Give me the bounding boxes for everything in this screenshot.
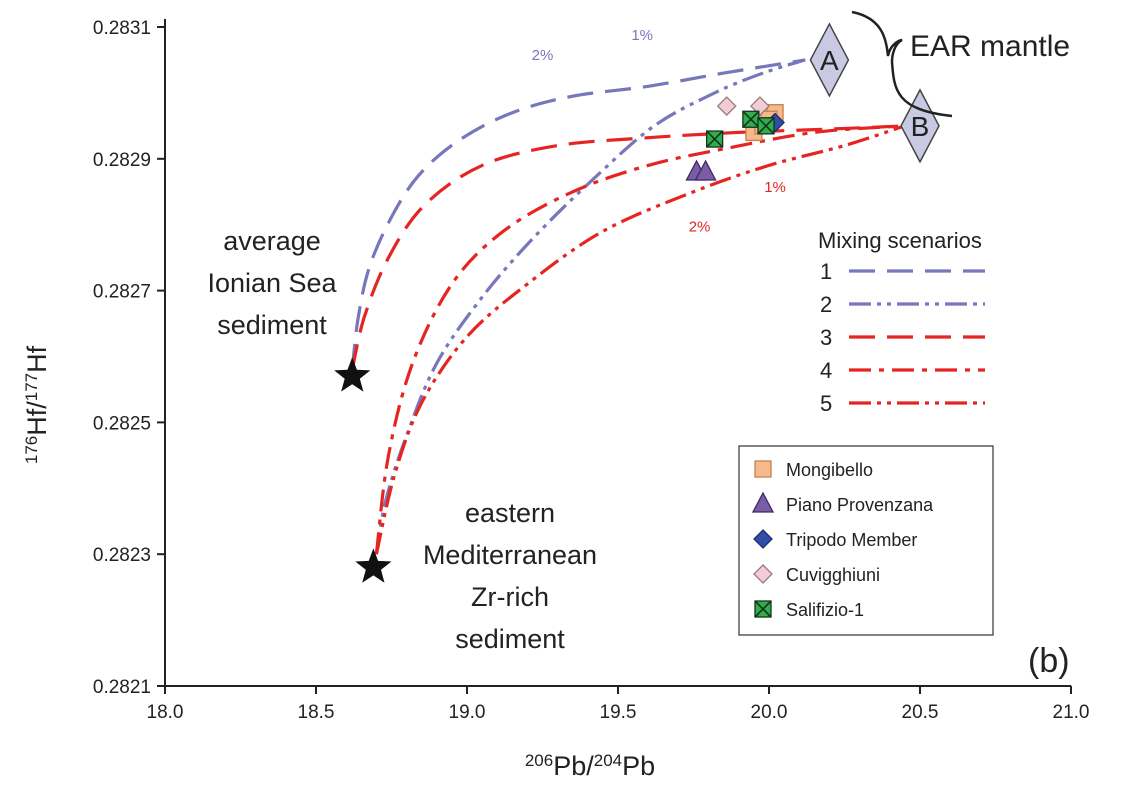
sediment-labels: average Ionian Sea sediment eastern Mediterr… bbox=[207, 226, 597, 654]
point-salifizio-1-1-cross bbox=[742, 110, 760, 128]
sample-legend-box bbox=[738, 445, 994, 636]
x-tick-label-0: 18.0 bbox=[147, 702, 184, 723]
y-tick-label-5: 0.2831 bbox=[93, 18, 151, 39]
mixing-curve-4 bbox=[374, 124, 906, 555]
x-tick-label-4: 20.0 bbox=[751, 702, 788, 723]
endmembers: AB bbox=[809, 22, 940, 164]
x-tick-label-2: 19.0 bbox=[449, 702, 486, 723]
point-piano-provenzana-1 bbox=[694, 159, 717, 181]
point-salifizio-1-2-cross bbox=[757, 117, 775, 135]
point-cuvigghiuni-1 bbox=[750, 96, 770, 116]
sediment-label-eastern-0: eastern bbox=[465, 498, 555, 528]
percent-label-2: 1% bbox=[764, 179, 786, 196]
y-axis-title: 176Hf/177Hf bbox=[22, 345, 53, 464]
sediment-label-eastern-3: sediment bbox=[455, 624, 565, 654]
point-cuvigghiuni-0 bbox=[716, 96, 737, 116]
endmember-A bbox=[809, 22, 850, 98]
legend-label-piano-provenzana: Piano Provenzana bbox=[786, 495, 934, 515]
endmember-label-B: B bbox=[911, 111, 930, 142]
panel-label: (b) bbox=[1028, 642, 1070, 680]
mixing-curve-5 bbox=[374, 124, 906, 555]
point-salifizio-1-1 bbox=[742, 110, 760, 128]
ear-mantle-brace bbox=[851, 10, 953, 118]
sediment-star-eastern bbox=[355, 548, 392, 583]
point-salifizio-1-0-cross bbox=[706, 130, 724, 148]
point-salifizio-1-0 bbox=[705, 130, 724, 148]
percent-label-3: 2% bbox=[689, 218, 711, 235]
legend-marker-salifizio-1 bbox=[754, 600, 772, 618]
sediment-star-ionian bbox=[334, 357, 371, 392]
mixing-legend-label-1: 1 bbox=[820, 259, 832, 284]
point-salifizio-1-2 bbox=[757, 117, 775, 135]
percent-label-1: 1% bbox=[631, 27, 653, 44]
legend-marker-mongibello bbox=[754, 460, 772, 478]
legend-marker-piano-provenzana bbox=[751, 491, 775, 513]
endmember-label-A: A bbox=[820, 45, 839, 76]
mixing-curve-3 bbox=[350, 124, 905, 371]
data-points bbox=[685, 96, 785, 181]
mixing-curves bbox=[350, 58, 906, 555]
legend-label-tripodo-member: Tripodo Member bbox=[786, 530, 917, 550]
y-tick-label-2: 0.2825 bbox=[93, 413, 151, 434]
mixing-legend-label-5: 5 bbox=[820, 391, 832, 416]
y-tick-label-0: 0.2821 bbox=[93, 677, 151, 698]
mixing-curve-1 bbox=[350, 58, 806, 370]
legend-marker-salifizio-1-cross bbox=[754, 600, 772, 618]
mixing-legend-label-4: 4 bbox=[820, 358, 832, 383]
percent-labels: 2% 1% 1% 2% bbox=[532, 27, 786, 235]
sediment-label-ionian-2: sediment bbox=[217, 310, 327, 340]
percent-label-0: 2% bbox=[532, 47, 554, 64]
sediment-label-ionian-1: Ionian Sea bbox=[207, 268, 337, 298]
y-tick-label-4: 0.2829 bbox=[93, 150, 151, 171]
y-tick-label-1: 0.2823 bbox=[93, 545, 151, 566]
x-tick-label-6: 21.0 bbox=[1053, 702, 1090, 723]
sample-legend: Mongibello Piano Provenzana Tripodo Member… bbox=[738, 445, 994, 636]
legend-label-salifizio-1: Salifizio-1 bbox=[786, 600, 864, 620]
mixing-legend-label-3: 3 bbox=[820, 325, 832, 350]
legend-marker-tripodo-member bbox=[753, 529, 773, 549]
sediment-label-ionian-0: average bbox=[223, 226, 321, 256]
mixing-legend-label-2: 2 bbox=[820, 292, 832, 317]
mixing-legend-title: Mixing scenarios bbox=[818, 228, 982, 253]
mixing-legend: Mixing scenarios 1 2 3 4 5 bbox=[818, 228, 985, 416]
sediment-label-eastern-1: Mediterranean bbox=[423, 540, 597, 570]
legend-marker-cuvigghiuni bbox=[753, 564, 773, 584]
x-tick-label-3: 19.5 bbox=[600, 702, 637, 723]
y-tick-label-3: 0.2827 bbox=[93, 282, 151, 303]
legend-label-cuvigghiuni: Cuvigghiuni bbox=[786, 565, 880, 585]
x-axis-title: 206Pb/204Pb bbox=[525, 751, 655, 782]
sediment-label-eastern-2: Zr-rich bbox=[471, 582, 549, 612]
x-tick-label-5: 20.5 bbox=[902, 702, 939, 723]
x-tick-label-1: 18.5 bbox=[298, 702, 335, 723]
ear-mantle-label: EAR mantle bbox=[910, 30, 1070, 63]
legend-label-mongibello: Mongibello bbox=[786, 460, 873, 480]
axes: 18.0 18.5 19.0 19.5 20.0 20.5 21.0 0.2821 0.2823… bbox=[93, 18, 1090, 723]
